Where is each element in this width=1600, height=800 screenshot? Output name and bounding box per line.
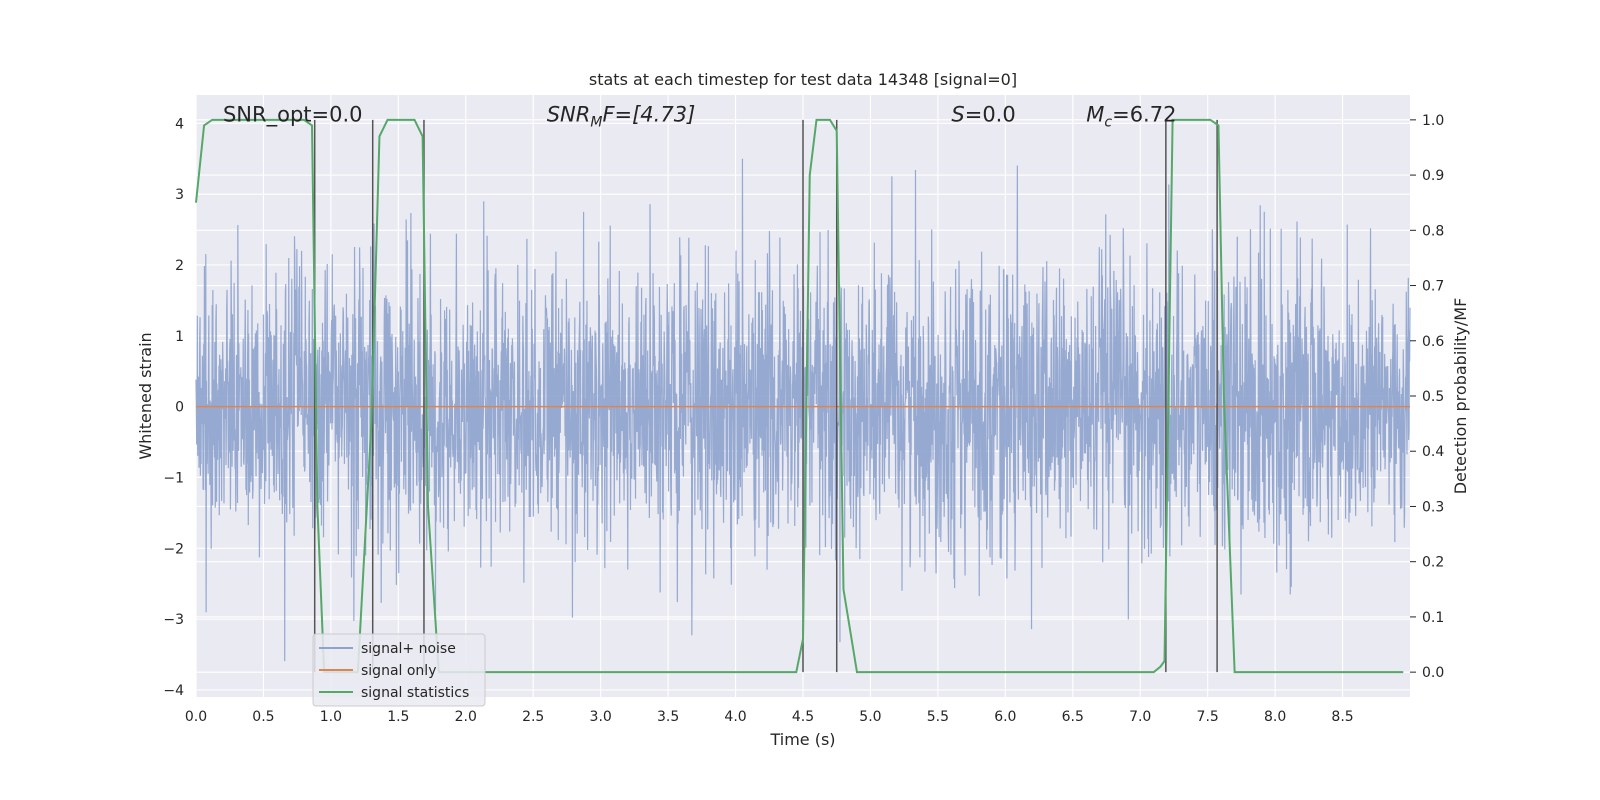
legend-label: signal only — [361, 663, 436, 679]
x-tick-label: 7.0 — [1129, 709, 1151, 725]
annotations: SNR_opt=0.0 SNRMF=[4.73] S=0.0 Mc=6.72 — [223, 102, 1176, 130]
legend-label: signal+ noise — [361, 641, 456, 657]
y-tick-label-left: 2 — [175, 258, 184, 274]
annotation-s: S=0.0 — [951, 102, 1015, 126]
annotation-snr-mf-sub: M — [590, 114, 602, 130]
annotation-mc-symbol: M — [1086, 102, 1104, 126]
y-tick-label-left: 4 — [175, 116, 184, 132]
annotation-s-value: =0.0 — [965, 102, 1016, 126]
y-tick-label-right: 1.0 — [1422, 113, 1444, 129]
x-tick-label: 4.0 — [724, 709, 746, 725]
y-tick-label-right: 0.9 — [1422, 168, 1444, 184]
y-tick-label-left: −4 — [163, 683, 184, 699]
y-tick-label-right: 0.7 — [1422, 279, 1444, 295]
annotation-mc: Mc=6.72 — [1086, 102, 1176, 130]
annotation-s-symbol: S — [951, 102, 964, 126]
y-tick-label-right: 0.0 — [1422, 665, 1444, 681]
y-tick-label-left: 3 — [175, 187, 184, 203]
x-tick-label: 6.0 — [994, 709, 1016, 725]
annotation-mc-value: =6.72 — [1112, 102, 1176, 126]
x-tick-label: 8.5 — [1331, 709, 1353, 725]
y-tick-label-left: −1 — [163, 470, 184, 486]
x-tick-label: 0.0 — [185, 709, 207, 725]
y-tick-label-right: 0.1 — [1422, 610, 1444, 626]
y-tick-label-right: 0.8 — [1422, 223, 1444, 239]
y-tick-label-right: 0.4 — [1422, 444, 1444, 460]
annotation-snr-mf-value: F=[4.73] — [602, 102, 695, 126]
x-tick-label: 6.5 — [1062, 709, 1084, 725]
x-tick-label: 5.5 — [927, 709, 949, 725]
x-tick-label: 2.5 — [522, 709, 544, 725]
y-axis-label-left: Whitened strain — [136, 332, 155, 459]
y-tick-label-left: −3 — [163, 612, 184, 628]
annotation-snr-mf-base: SNR — [547, 102, 591, 126]
x-axis-label: Time (s) — [769, 730, 835, 749]
annotation-snr-mf-f: F=[4.73] — [602, 102, 695, 126]
annotation-snr-mf: SNRMF=[4.73] — [547, 102, 696, 130]
y-tick-label-right: 0.6 — [1422, 334, 1444, 350]
y-tick-label-left: 0 — [175, 400, 184, 416]
x-tick-label: 1.5 — [387, 709, 409, 725]
x-tick-label: 3.0 — [590, 709, 612, 725]
ticks: 0.0 0.5 1.0 1.5 2.0 2.5 3.0 3.5 4.0 4.5 5.0 5.5 6.0 6… — [163, 113, 1444, 725]
legend: signal+ noise signal only signal statistic… — [312, 633, 486, 707]
x-tick-label: 2.0 — [455, 709, 477, 725]
legend-label: signal statistics — [361, 685, 469, 701]
x-tick-label: 5.0 — [859, 709, 881, 725]
x-tick-label: 0.5 — [252, 709, 274, 725]
x-tick-label: 4.5 — [792, 709, 814, 725]
signal-statistics-line — [195, 118, 1404, 674]
chart-title: stats at each timestep for test data 143… — [589, 70, 1017, 89]
y-axis-label-right: Detection probability/MF — [1451, 298, 1470, 495]
x-tick-label: 7.5 — [1197, 709, 1219, 725]
series-signal-statistics — [195, 118, 1404, 674]
y-tick-label-right: 0.3 — [1422, 499, 1444, 515]
x-tick-label: 1.0 — [320, 709, 342, 725]
legend-box — [312, 633, 486, 707]
y-tick-label-right: 0.5 — [1422, 389, 1444, 405]
annotation-snr-opt: SNR_opt=0.0 — [223, 102, 363, 127]
annotation-mc-sub: c — [1104, 114, 1112, 130]
y-tick-label-right: 0.2 — [1422, 555, 1444, 571]
x-tick-label: 3.5 — [657, 709, 679, 725]
x-tick-label: 8.0 — [1264, 709, 1286, 725]
y-tick-label-left: 1 — [175, 329, 184, 345]
y-tick-label-left: −2 — [163, 541, 184, 557]
